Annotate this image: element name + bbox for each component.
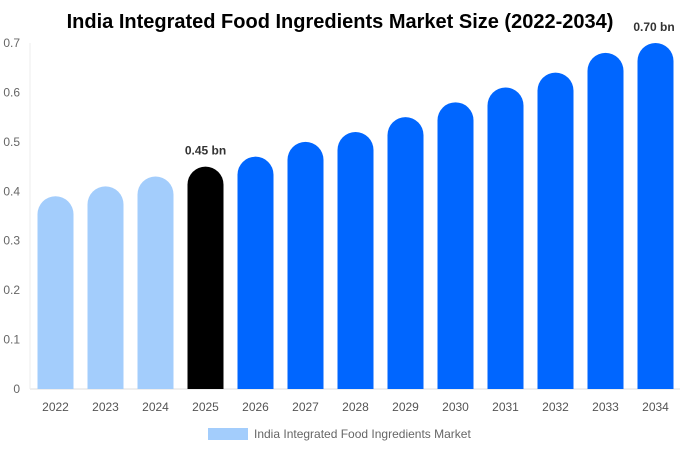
x-tick-label: 2026 (242, 400, 269, 414)
x-tick-label: 2027 (292, 400, 319, 414)
y-tick-label: 0 (13, 382, 20, 396)
x-tick-label: 2022 (42, 400, 69, 414)
x-tick-label: 2034 (642, 400, 669, 414)
legend-swatch (208, 428, 248, 440)
y-tick-label: 0.4 (3, 184, 20, 198)
bar-2033 (587, 52, 624, 389)
x-tick-label: 2033 (592, 400, 619, 414)
x-tick-label: 2030 (442, 400, 469, 414)
bar-2023 (87, 186, 124, 389)
x-tick-label: 2028 (342, 400, 369, 414)
chart-title: India Integrated Food Ingredients Market… (67, 11, 614, 33)
bar-2027 (287, 141, 324, 389)
bar-2030 (437, 102, 474, 390)
legend-label: India Integrated Food Ingredients Market (254, 427, 471, 441)
bar-2026 (237, 156, 274, 389)
bar-2034 (637, 43, 674, 389)
y-tick-label: 0.3 (3, 234, 20, 248)
y-tick-label: 0.5 (3, 135, 20, 149)
x-tick-label: 2031 (492, 400, 519, 414)
data-label: 0.70 bn (633, 20, 674, 34)
bar-2031 (487, 87, 524, 389)
bar-2029 (387, 117, 424, 389)
y-tick-label: 0.7 (3, 36, 20, 50)
data-label: 0.45 bn (185, 144, 226, 158)
y-tick-label: 0.2 (3, 283, 20, 297)
bar-2025 (187, 166, 224, 389)
y-tick-label: 0.6 (3, 85, 20, 99)
x-tick-label: 2024 (142, 400, 169, 414)
bar-2022 (37, 196, 74, 389)
bar-2024 (137, 176, 174, 389)
x-tick-label: 2023 (92, 400, 119, 414)
y-tick-label: 0.1 (3, 333, 20, 347)
x-tick-label: 2032 (542, 400, 569, 414)
x-tick-label: 2029 (392, 400, 419, 414)
x-tick-label: 2025 (192, 400, 219, 414)
bar-2032 (537, 72, 574, 390)
bar-2028 (337, 131, 374, 389)
